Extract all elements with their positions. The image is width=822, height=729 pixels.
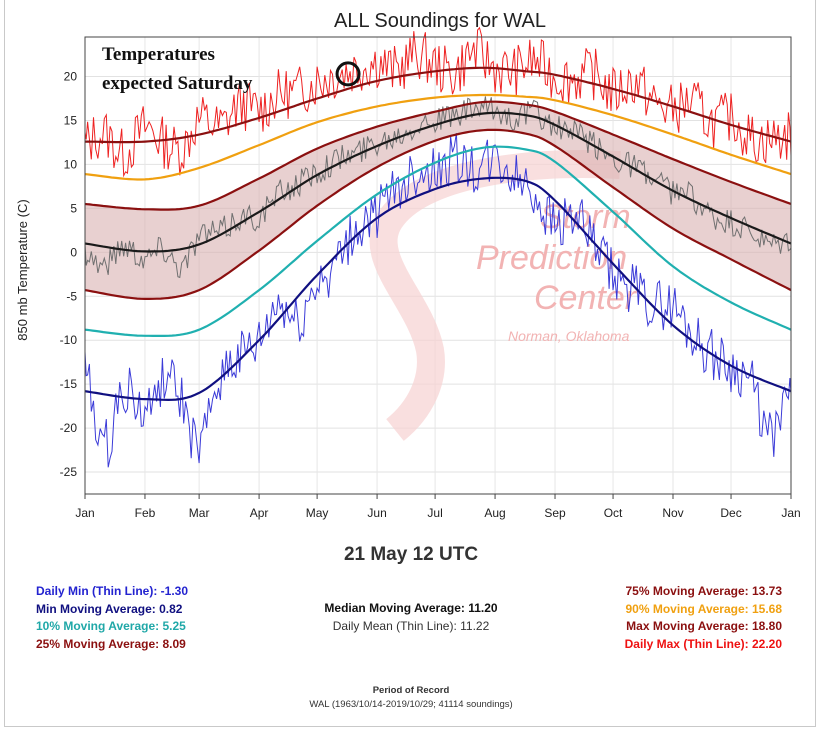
stat-median-moving-average: Median Moving Average: 11.20 xyxy=(324,601,498,615)
x-tick-label: Jun xyxy=(367,506,386,520)
x-tick-label: Jul xyxy=(427,506,442,520)
chart-svg: ALL Soundings for WAL 850 mb Temperature… xyxy=(15,10,801,520)
stat-10-moving-average: 10% Moving Average: 5.25 xyxy=(36,619,186,633)
series-line-p90-ma xyxy=(84,93,792,181)
iqr-band xyxy=(85,101,791,299)
y-tick-label: -20 xyxy=(60,421,78,435)
y-tick-label: 10 xyxy=(64,157,78,171)
x-tick-label: Jan xyxy=(781,506,800,520)
x-tick-label: Apr xyxy=(250,506,269,520)
stat-25-moving-average: 25% Moving Average: 8.09 xyxy=(36,636,186,651)
record-title: Period of Record xyxy=(372,685,450,696)
x-tick-label: May xyxy=(306,506,329,520)
highlight-circle xyxy=(335,61,361,87)
stats-middle: Median Moving Average: 11.20 Daily Mean … xyxy=(0,600,822,635)
x-tick-labels: Jan Feb Mar Apr May Jun Jul Aug Sep Oct Nov Dec Jan xyxy=(75,494,801,520)
chart-title: ALL Soundings for WAL xyxy=(334,10,546,32)
axes xyxy=(84,36,792,495)
chart-frame xyxy=(4,0,816,727)
x-tick-label: Nov xyxy=(662,506,683,520)
x-tick-label: Feb xyxy=(135,506,156,520)
x-tick-label: Sep xyxy=(544,506,566,520)
stats-right: 75% Moving Average: 13.73 90% Moving Ave… xyxy=(625,583,782,653)
stat-90-moving-average: 90% Moving Average: 15.68 xyxy=(625,601,782,616)
x-tick-label: Dec xyxy=(720,506,741,520)
y-tick-labels: -25 -20 -15 -10 -5 0 5 10 15 20 xyxy=(60,70,78,479)
y-tick-label: 5 xyxy=(70,201,77,215)
stat-max-moving-average: Max Moving Average: 18.80 xyxy=(626,619,782,633)
x-tick-label: Mar xyxy=(189,506,210,520)
y-axis-label: 850 mb Temperature (C) xyxy=(15,199,30,340)
series-line-daily-min xyxy=(84,133,792,468)
series-line-p75-ma xyxy=(84,100,792,211)
stat-daily-min: Daily Min (Thin Line): -1.30 xyxy=(36,584,189,598)
y-tick-label: -5 xyxy=(66,289,77,303)
series-line-daily-max xyxy=(84,26,792,178)
series-group xyxy=(84,26,792,468)
annotation-line-1: Temperatures xyxy=(102,44,215,65)
x-tick-label: Oct xyxy=(604,506,623,520)
y-tick-label: -10 xyxy=(60,333,78,347)
y-tick-label: 20 xyxy=(64,70,78,84)
x-tick-label: Aug xyxy=(484,506,505,520)
watermark-center: Center xyxy=(534,279,638,317)
period-of-record: Period of Record WAL (1963/10/14-2019/10… xyxy=(0,684,822,712)
series-line-median-ma xyxy=(84,111,792,253)
y-tick-label: 0 xyxy=(70,245,77,259)
y-tick-label: -25 xyxy=(60,465,78,479)
watermark-prediction: Prediction xyxy=(476,239,627,277)
plot-border xyxy=(84,36,792,495)
spc-watermark-logo: Storm Prediction Center Norman, Oklahoma xyxy=(369,150,638,441)
stats-left: Daily Min (Thin Line): -1.30 Min Moving … xyxy=(36,583,188,653)
annotation-line-2: expected Saturday xyxy=(102,73,253,94)
y-tick-label: 15 xyxy=(64,113,78,127)
stat-daily-max: Daily Max (Thin Line): 22.20 xyxy=(624,636,782,651)
stat-75-moving-average: 75% Moving Average: 13.73 xyxy=(625,584,782,598)
stat-min-moving-average: Min Moving Average: 0.82 xyxy=(36,601,183,616)
record-detail: WAL (1963/10/14-2019/10/29; 41114 soundi… xyxy=(309,699,513,710)
series-line-p10-ma xyxy=(84,145,792,337)
series-line-p25-ma xyxy=(84,128,792,300)
x-tick-label: Jan xyxy=(75,506,94,520)
stat-daily-mean: Daily Mean (Thin Line): 11.22 xyxy=(332,618,490,633)
series-line-daily-mean xyxy=(84,96,792,279)
series-line-min-ma xyxy=(84,176,792,402)
y-tick-label: -15 xyxy=(60,377,78,391)
selected-date-label: 21 May 12 UTC xyxy=(343,544,479,565)
series-line-max-ma xyxy=(85,66,792,144)
watermark-location: Norman, Oklahoma xyxy=(508,328,630,344)
